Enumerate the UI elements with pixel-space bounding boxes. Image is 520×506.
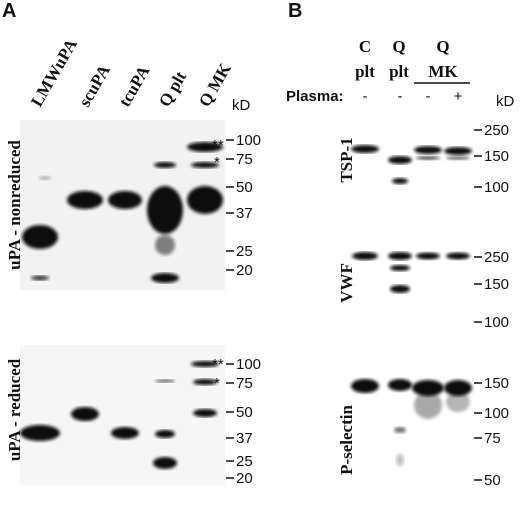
marker-label: 100: [484, 314, 509, 331]
lane-label: tcuPA: [115, 62, 154, 110]
panel-letter: B: [288, 0, 302, 22]
unit: kD: [496, 93, 515, 110]
marker-label: 250: [484, 122, 509, 139]
marker-label: 25: [236, 243, 253, 260]
lane-label: Q plt: [155, 68, 190, 110]
blot-label: P-selectin: [337, 405, 356, 475]
blot: [20, 345, 225, 485]
marker-label: 37: [236, 430, 253, 447]
blot-label: VWF: [337, 263, 356, 303]
marker-label: 75: [236, 375, 253, 392]
marker-label: 50: [236, 179, 253, 196]
unit: kD: [232, 97, 251, 114]
blot-label: uPA - reduced: [5, 358, 24, 461]
marker-label: 100: [236, 356, 261, 373]
marker-label: 20: [236, 262, 253, 279]
column-bottom: plt: [355, 62, 375, 81]
marker-label: 150: [484, 276, 509, 293]
column-bottom: MK: [428, 62, 458, 81]
blot-label: uPA - nonreduced: [5, 140, 24, 270]
bands: [20, 142, 223, 469]
lane-labels: LMWuPA scuPA tcuPA Q plt Q MK: [27, 35, 235, 110]
panel-letter: A: [2, 0, 16, 22]
marker-label: 100: [236, 132, 261, 149]
column-bottom: plt: [389, 62, 409, 81]
lane-label: LMWuPA: [27, 35, 81, 110]
plasma-label: Plasma:: [286, 88, 344, 105]
column-top: C: [359, 37, 371, 56]
column-headers: C plt Q plt Q MK: [355, 37, 470, 84]
blot-label: TSP-1: [337, 137, 356, 182]
marker-label: 75: [236, 151, 253, 168]
plasma-flag: -: [363, 88, 368, 105]
marker-label: 250: [484, 249, 509, 266]
lane-label: Q MK: [195, 59, 235, 110]
annotation: *: [214, 154, 220, 171]
marker-label: 100: [484, 179, 509, 196]
bands: [351, 145, 472, 466]
marker-label: 20: [236, 470, 253, 487]
marker-label: 50: [236, 404, 253, 421]
marker-label: 37: [236, 205, 253, 222]
annotation: **: [212, 356, 224, 373]
plasma-flag: -: [426, 88, 431, 105]
column-top: Q: [436, 37, 449, 56]
annotation: **: [212, 137, 224, 154]
marker-label: 75: [484, 430, 501, 447]
annotation: *: [214, 375, 220, 392]
marker-label: 100: [484, 405, 509, 422]
marker-label: 150: [484, 148, 509, 165]
marker-label: 50: [484, 472, 501, 489]
plasma-flag: -: [398, 88, 403, 105]
marker-label: 25: [236, 453, 253, 470]
lane-label: scuPA: [75, 61, 114, 110]
markers: 1007550372520100755037252025015010025015…: [226, 122, 509, 489]
column-top: Q: [392, 37, 405, 56]
plasma-flag: +: [454, 88, 463, 105]
marker-label: 150: [484, 375, 509, 392]
